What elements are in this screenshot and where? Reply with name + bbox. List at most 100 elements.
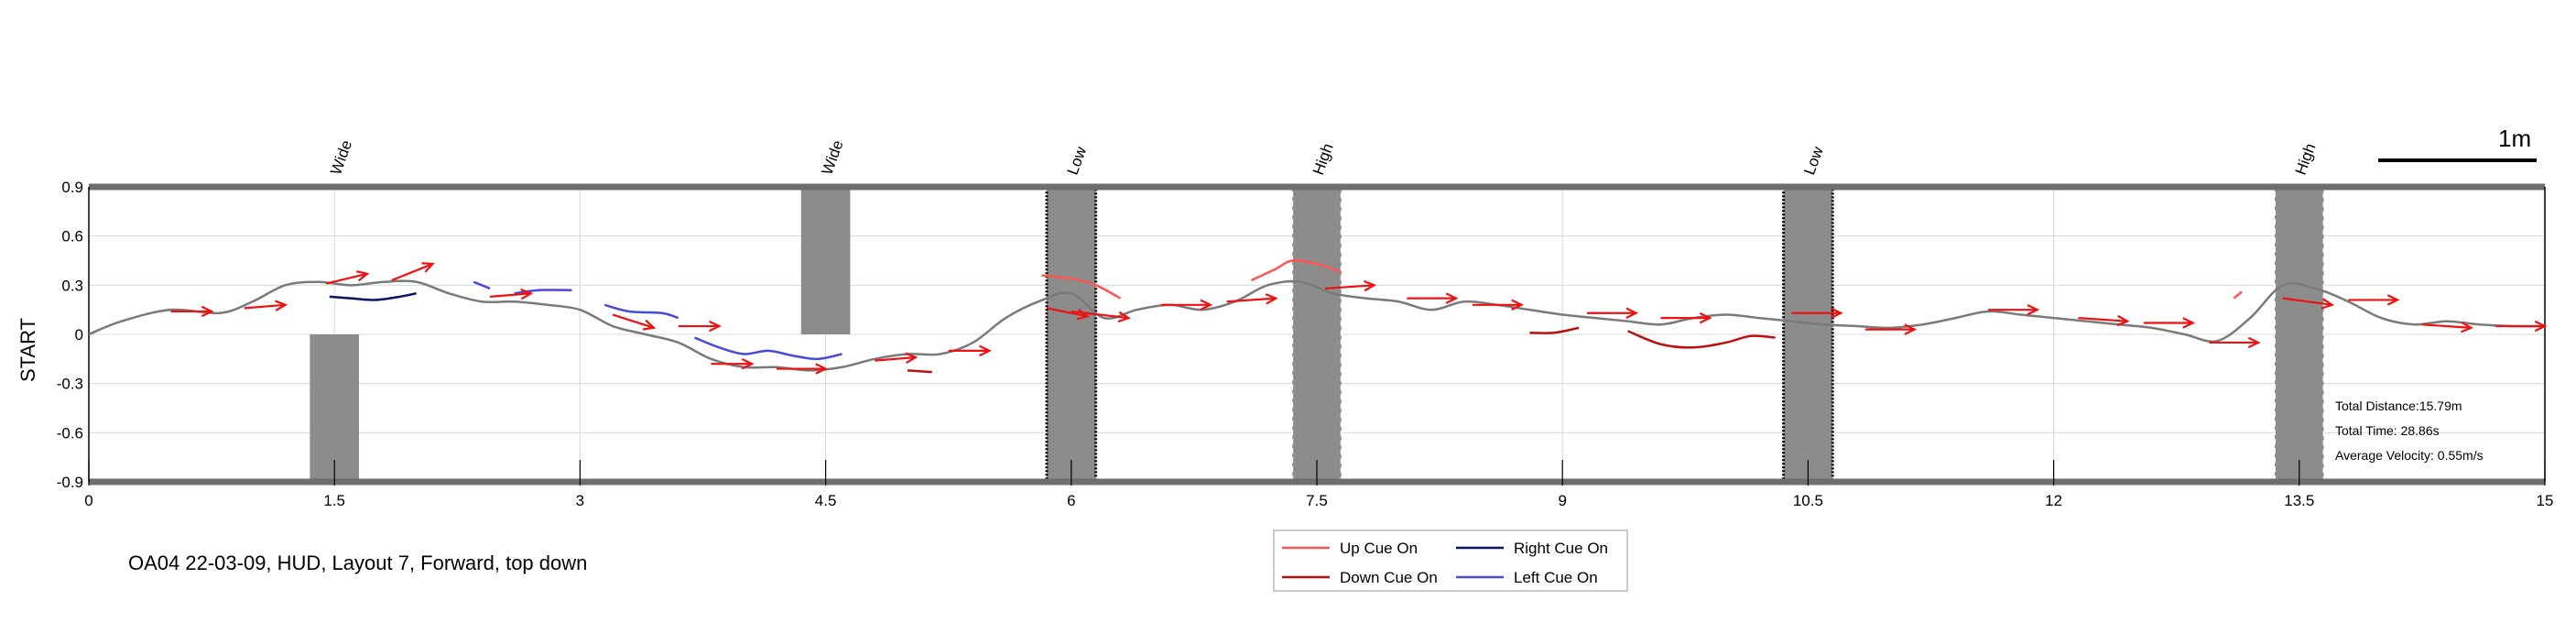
- obstacle-label: Wide: [327, 137, 355, 177]
- heading-arrow: [1226, 293, 1278, 305]
- legend-label-up-cue: Up Cue On: [1340, 540, 1418, 557]
- heading-arrow: [1587, 307, 1639, 319]
- trial-stats: Total Distance:15.79m Total Time: 28.86s…: [2335, 398, 2484, 463]
- arrow-head: [201, 305, 214, 318]
- legend-box: [1273, 529, 1628, 592]
- arrow-shaft: [1226, 297, 1277, 303]
- arrow-shaft: [244, 303, 286, 310]
- arrow-shaft: [1324, 284, 1375, 290]
- legend: Up Cue On Right Cue On Down Cue On Left …: [1273, 529, 1628, 592]
- arrow-head: [1830, 307, 1843, 319]
- left-cue-segment: [473, 280, 491, 290]
- heading-arrow: [2495, 320, 2548, 333]
- arrow-head: [1625, 307, 1639, 319]
- arrow-head: [2460, 321, 2474, 333]
- x-tick-label: 6: [1067, 492, 1075, 509]
- axis-ticks: 0 1.5 3 4.5 6 7.5 9 10.5 12 13.5 15 0.9 0.6 0.3 0 -0.3 -…: [57, 179, 2554, 509]
- legend-label-right-cue: Right Cue On: [1514, 540, 1608, 557]
- arrow-shaft: [326, 272, 368, 285]
- y-tick-label: 0.3: [61, 277, 83, 294]
- heading-arrow: [678, 320, 722, 333]
- arrow-head: [709, 320, 722, 333]
- arrow-head: [2116, 314, 2130, 327]
- arrow-head: [2027, 303, 2040, 316]
- y-tick-label: -0.3: [57, 376, 83, 393]
- arrow-shaft: [612, 313, 655, 329]
- trajectory-layer: [88, 279, 2546, 372]
- arrow-head: [1117, 311, 1131, 323]
- obstacle-wide: [800, 187, 851, 334]
- y-tick-label: -0.9: [57, 474, 83, 491]
- obstacle-label: High: [2292, 141, 2320, 177]
- arrow-head: [1699, 311, 1712, 324]
- up-cue-segment: [1250, 259, 1342, 282]
- scale-bar: 1m: [2378, 125, 2537, 162]
- y-tick-label: -0.6: [57, 424, 83, 442]
- y-tick-label: 0: [75, 326, 83, 344]
- cue-segments: [329, 259, 2244, 374]
- total-time: Total Time: 28.86s: [2335, 423, 2440, 438]
- left-cue-segment: [694, 336, 842, 361]
- x-tick-label: 0: [84, 492, 92, 509]
- total-distance: Total Distance:15.79m: [2335, 398, 2462, 413]
- heading-arrow: [170, 305, 214, 318]
- y-axis-label: START: [16, 318, 39, 382]
- arrow-head: [1200, 299, 1213, 311]
- obstacle-label: Low: [1800, 144, 1827, 177]
- heading-arrow: [2209, 336, 2261, 349]
- obstacle-low: [1046, 187, 1096, 482]
- left-cue-segment: [514, 289, 572, 295]
- arrow-shaft: [2421, 323, 2472, 329]
- arrow-head: [274, 300, 288, 311]
- arrow-head: [2386, 294, 2400, 306]
- arrow-shaft: [391, 263, 433, 281]
- arrow-head: [2247, 336, 2261, 349]
- arrow-head: [815, 363, 829, 375]
- arrow-shaft: [1071, 310, 1129, 320]
- heading-arrow: [1407, 292, 1459, 304]
- y-tick-label: 0.9: [61, 179, 83, 196]
- arrow-shaft: [2282, 297, 2332, 306]
- arrow-head: [1511, 299, 1525, 311]
- x-tick-label: 12: [2045, 492, 2062, 509]
- heading-arrow: [948, 344, 992, 357]
- arrow-shaft: [2078, 317, 2128, 322]
- down-cue-segment: [907, 369, 932, 374]
- heading-arrow: [1472, 299, 1525, 311]
- arrow-shaft: [875, 355, 917, 362]
- obstacle-label: Wide: [819, 137, 847, 177]
- arrow-head: [2534, 320, 2548, 333]
- right-cue-segment: [329, 292, 417, 301]
- arrow-shaft: [1046, 307, 1088, 318]
- heading-arrow: [489, 288, 534, 300]
- x-tick-label: 13.5: [2284, 492, 2314, 509]
- arrow-head: [905, 352, 918, 365]
- down-cue-segment: [1529, 326, 1580, 334]
- arrow-head: [1265, 293, 1278, 305]
- left-cue-segment: [603, 303, 679, 320]
- scale-bar-label: 1m: [2498, 125, 2531, 152]
- obstacle-low: [1783, 187, 1833, 482]
- arrow-head: [979, 344, 992, 357]
- x-tick-label: 7.5: [1306, 492, 1328, 509]
- obstacle-high: [2274, 187, 2324, 482]
- heading-arrow: [391, 262, 435, 281]
- heading-arrow: [1864, 323, 1918, 335]
- arrow-head: [356, 270, 370, 282]
- figure-caption: OA04 22-03-09, HUD, Layout 7, Forward, t…: [128, 551, 587, 574]
- average-velocity: Average Velocity: 0.55m/s: [2335, 448, 2484, 463]
- heading-arrow: [1660, 311, 1712, 324]
- heading-arrow: [2421, 321, 2474, 333]
- y-tick-label: 0.6: [61, 228, 83, 246]
- obstacle-wide: [310, 334, 360, 482]
- x-tick-label: 10.5: [1793, 492, 1823, 509]
- up-cue-segment: [1041, 274, 1122, 300]
- arrow-shaft: [489, 292, 531, 298]
- heading-arrow: [326, 270, 370, 285]
- heading-arrow: [711, 357, 755, 370]
- arrow-head: [741, 357, 755, 370]
- legend-label-left-cue: Left Cue On: [1514, 569, 1598, 586]
- heading-arrow: [1161, 299, 1213, 311]
- arrow-head: [520, 288, 534, 300]
